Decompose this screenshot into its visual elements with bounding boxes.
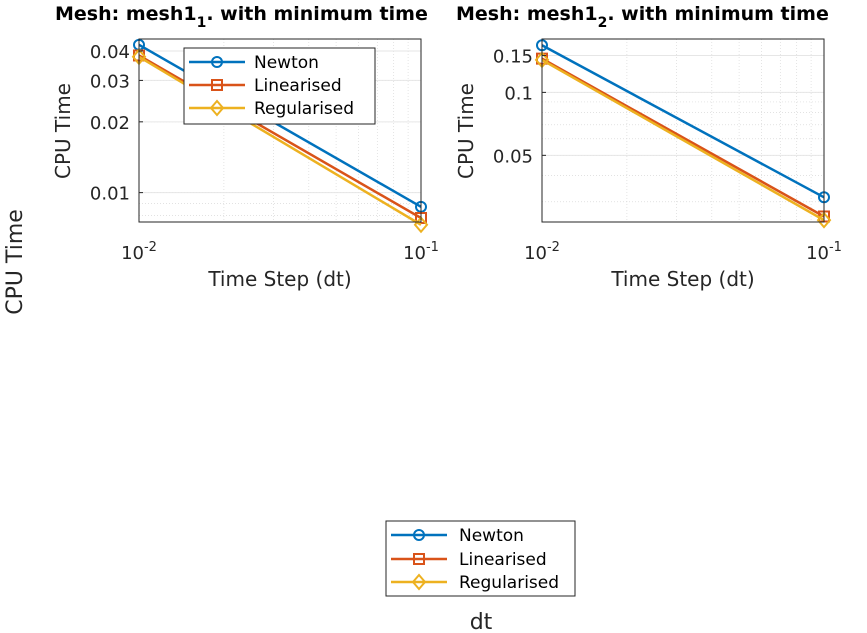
subplot-2-axes-box	[541, 38, 825, 223]
subplot-1-legend: Newton Linearised Regularised	[183, 47, 376, 125]
legend-diamond-marker	[411, 573, 427, 591]
subplot-2-x-label: Time Step (dt)	[610, 267, 754, 291]
subplot-1: Mesh: mesh11. with minimum time 0.01 0.02…	[51, 3, 439, 291]
subplot-1-title: Mesh: mesh11. with minimum time	[55, 3, 428, 31]
subplot-2: Mesh: mesh12. with minimum time 0.050.10…	[454, 3, 842, 291]
y-tick-label: 0.01	[90, 184, 130, 205]
subplot-1-ticks: 0.01 0.02 0.03 0.04 10-2 10-1	[90, 42, 439, 264]
subplot-2-ticks: 0.05 0.1 0.15 10-2 10-1	[493, 47, 842, 264]
subplot-1-x-label: Time Step (dt)	[207, 267, 351, 291]
subplot-2-y-label: CPU Time	[454, 83, 478, 179]
shared-legend-label-newton: Newton	[459, 526, 524, 546]
shared-legend-label-linearised: Linearised	[459, 550, 547, 570]
subplot-2-grid	[542, 39, 824, 222]
y-tick-label: 0.02	[90, 113, 130, 134]
y-tick-label: 0.03	[90, 71, 130, 92]
legend-square-marker	[211, 79, 223, 91]
legend-diamond-marker	[209, 99, 225, 117]
x-tick-label: 10-2	[121, 240, 157, 264]
subplot-1-legend-label-regularised: Regularised	[254, 99, 354, 119]
shared-legend-item-newton: Newton	[391, 526, 524, 546]
x-tick-label: 10-2	[524, 240, 560, 264]
shared-x-label: dt	[470, 610, 493, 633]
subplot-2-series	[534, 39, 832, 229]
shared-legend: Newton Linearised Regularised	[385, 520, 576, 597]
legend-circle-marker	[413, 529, 425, 541]
series-line-linearised	[541, 57, 825, 218]
y-tick-label: 0.05	[493, 146, 533, 167]
shared-legend-item-regularised: Regularised	[391, 573, 559, 593]
subplot-1-legend-label-linearised: Linearised	[254, 76, 342, 96]
subplot-1-axes-box	[138, 38, 422, 223]
shared-legend-item-linearised: Linearised	[391, 550, 547, 570]
x-tick-label: 10-1	[403, 240, 439, 264]
subplot-1-legend-label-newton: Newton	[254, 53, 319, 73]
series-line-regularised	[541, 58, 825, 222]
subplot-1-y-label: CPU Time	[51, 83, 75, 179]
subplot-1-legend-item-linearised: Linearised	[189, 76, 342, 96]
shared-legend-label-regularised: Regularised	[459, 573, 559, 593]
legend-circle-marker	[211, 56, 223, 68]
x-tick-label: 10-1	[806, 240, 842, 264]
subplot-1-legend-item-regularised: Regularised	[189, 99, 354, 119]
y-tick-label: 0.04	[90, 42, 130, 63]
subplot-2-title: Mesh: mesh12. with minimum time	[456, 3, 829, 31]
subplot-1-legend-item-newton: Newton	[189, 53, 319, 73]
y-tick-label: 0.1	[504, 83, 533, 104]
series-line-newton	[541, 44, 825, 199]
shared-y-label: CPU Time	[3, 209, 28, 315]
legend-square-marker	[413, 553, 425, 565]
data-point-regularised	[816, 211, 832, 229]
y-tick-label: 0.15	[493, 47, 533, 68]
